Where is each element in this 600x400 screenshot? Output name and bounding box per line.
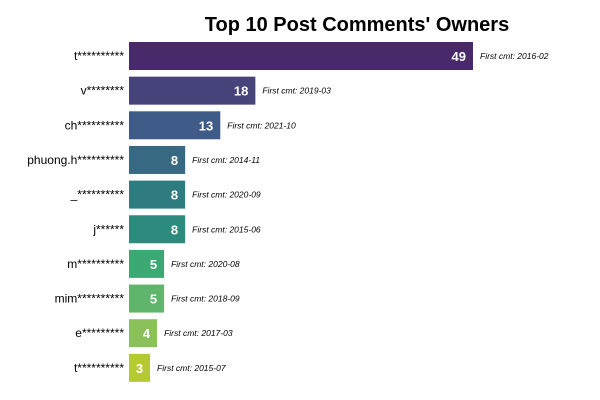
- first-comment-annotation: First cmt: 2021-10: [227, 120, 296, 130]
- value-label: 8: [171, 153, 178, 168]
- bars-layer: t********** 49 First cmt: 2016-02 v********…: [27, 42, 549, 382]
- bar-5: [129, 180, 186, 209]
- first-comment-annotation: First cmt: 2020-08: [171, 259, 240, 269]
- value-label: 5: [150, 292, 157, 307]
- first-comment-annotation: First cmt: 2015-07: [157, 363, 226, 373]
- value-label: 8: [171, 222, 178, 237]
- category-label: e*********: [75, 326, 124, 340]
- category-label: ch**********: [65, 118, 125, 132]
- category-label: m**********: [67, 257, 124, 271]
- value-label: 5: [150, 257, 157, 272]
- value-label: 4: [143, 326, 151, 341]
- value-label: 8: [171, 188, 178, 203]
- value-label: 13: [199, 118, 213, 133]
- category-label: t**********: [74, 361, 124, 375]
- bar-8: [129, 284, 165, 313]
- first-comment-annotation: First cmt: 2015-06: [192, 224, 261, 234]
- bar-4: [129, 145, 186, 174]
- category-label: j******: [92, 222, 124, 236]
- value-label: 3: [136, 361, 143, 376]
- first-comment-annotation: First cmt: 2016-02: [480, 51, 549, 61]
- bar-9: [129, 319, 158, 348]
- bar-7: [129, 249, 165, 278]
- value-label: 49: [452, 49, 466, 64]
- first-comment-annotation: First cmt: 2017-03: [164, 328, 233, 338]
- first-comment-annotation: First cmt: 2019-03: [262, 86, 331, 96]
- chart-title: Top 10 Post Comments' Owners: [205, 14, 509, 36]
- value-label: 18: [234, 84, 248, 99]
- category-label: v********: [81, 84, 125, 98]
- bar-2: [129, 76, 256, 105]
- category-label: t**********: [74, 49, 124, 63]
- bar-10: [129, 353, 151, 382]
- first-comment-annotation: First cmt: 2018-09: [171, 294, 240, 304]
- bar-3: [129, 111, 221, 140]
- bar-1: [129, 42, 473, 70]
- category-label: phuong.h**********: [27, 153, 124, 167]
- first-comment-annotation: First cmt: 2020-09: [192, 190, 261, 200]
- first-comment-annotation: First cmt: 2014-11: [192, 155, 260, 165]
- category-label: mim**********: [55, 292, 125, 306]
- bar-6: [129, 215, 186, 244]
- category-label: _**********: [70, 188, 125, 202]
